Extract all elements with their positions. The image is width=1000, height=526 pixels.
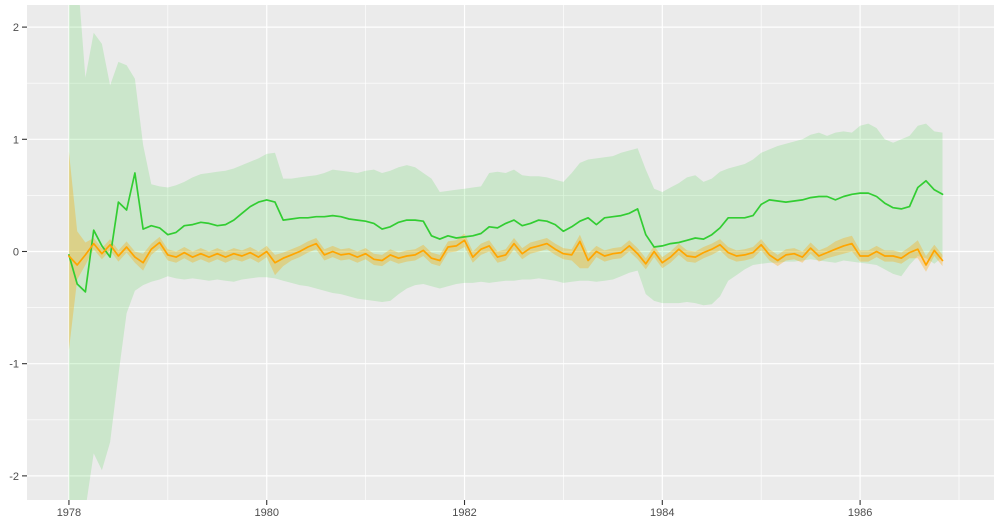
x-tick-label: 1984 [650,507,674,519]
green-series-ribbon [68,5,943,500]
plot-panel [27,5,994,500]
x-tick-label: 1982 [452,507,476,519]
x-tick-label: 1986 [848,507,872,519]
green-series-line [68,172,944,293]
orange-series-line [68,239,944,266]
orange-series-ribbon [68,151,943,351]
y-tick-label: 1 [13,134,19,146]
x-tick-label: 1980 [254,507,278,519]
data-layer [68,5,944,500]
y-tick-label: -2 [9,471,19,483]
y-tick-label: -1 [9,359,19,371]
x-tick-label: 1978 [57,507,81,519]
y-tick-label: 0 [13,246,19,258]
y-tick-label: 2 [13,22,19,34]
